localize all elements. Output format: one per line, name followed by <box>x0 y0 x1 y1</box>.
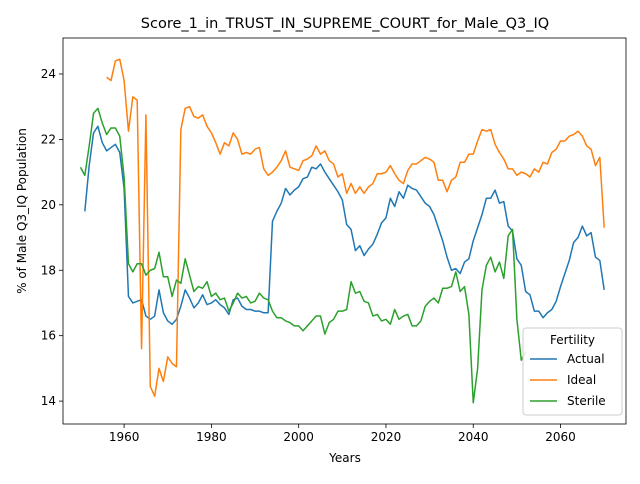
x-tick-label: 2000 <box>283 430 314 444</box>
y-tick-label: 20 <box>41 198 56 212</box>
plot-frame <box>62 37 627 425</box>
legend-title: Fertility <box>550 333 595 347</box>
legend-label-ideal: Ideal <box>567 373 596 387</box>
legend-label-sterile: Sterile <box>567 394 606 408</box>
x-axis-label: Years <box>328 451 361 465</box>
x-tick-label: 2020 <box>371 430 402 444</box>
series-line-sterile <box>79 107 527 404</box>
y-tick-label: 16 <box>41 329 56 343</box>
axes-layer: 1960 1980 2000 2020 2040 2060 14 16 18 20 22 24 <box>41 37 627 444</box>
y-tick-label: 24 <box>41 67 56 81</box>
series-layer <box>79 58 605 404</box>
legend: Fertility Actual Ideal Sterile <box>522 327 623 416</box>
y-tick-label: 22 <box>41 132 56 146</box>
legend-box <box>522 327 623 416</box>
y-axis-label: % of Male Q3_IQ Population <box>15 128 29 294</box>
x-tick-label: 1960 <box>109 430 140 444</box>
y-tick-label: 14 <box>41 394 56 408</box>
x-tick-label: 2060 <box>545 430 576 444</box>
x-tick-label: 2040 <box>458 430 489 444</box>
series-line-actual <box>84 125 605 325</box>
x-tick-label: 1980 <box>196 430 227 444</box>
series-line-ideal <box>106 58 605 397</box>
legend-label-actual: Actual <box>567 352 605 366</box>
chart-title: Score_1_in_TRUST_IN_SUPREME_COURT_for_Ma… <box>141 16 549 32</box>
y-tick-label: 18 <box>41 263 56 277</box>
